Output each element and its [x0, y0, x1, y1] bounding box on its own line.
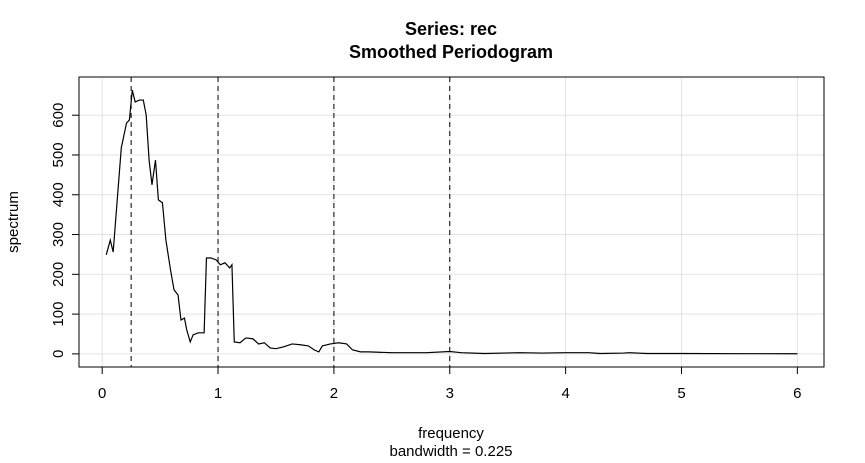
y-tick-label: 100	[50, 302, 67, 327]
x-tick-label: 0	[98, 385, 106, 402]
y-tick-label: 400	[50, 182, 67, 207]
y-tick-label: 300	[50, 222, 67, 247]
x-tick-label: 3	[446, 385, 454, 402]
x-axis-sublabel: bandwidth = 0.225	[389, 443, 512, 460]
x-tick-label: 5	[677, 385, 685, 402]
y-tick-label: 200	[50, 262, 67, 287]
x-tick-label: 1	[214, 385, 222, 402]
y-axis-label: spectrum	[5, 191, 22, 253]
x-tick-label: 4	[561, 385, 569, 402]
spectrum-line	[105, 89, 798, 355]
chart-subtitle: Smoothed Periodogram	[349, 42, 553, 62]
chart-title: Series: rec	[405, 19, 497, 39]
y-tick-label: 500	[50, 142, 67, 167]
y-tick-label: 0	[50, 350, 67, 358]
x-axis-label: frequency	[418, 425, 484, 442]
x-tick-label: 6	[793, 385, 801, 402]
y-tick-label: 600	[50, 103, 67, 128]
x-tick-label: 2	[330, 385, 338, 402]
plot-frame	[78, 76, 825, 368]
